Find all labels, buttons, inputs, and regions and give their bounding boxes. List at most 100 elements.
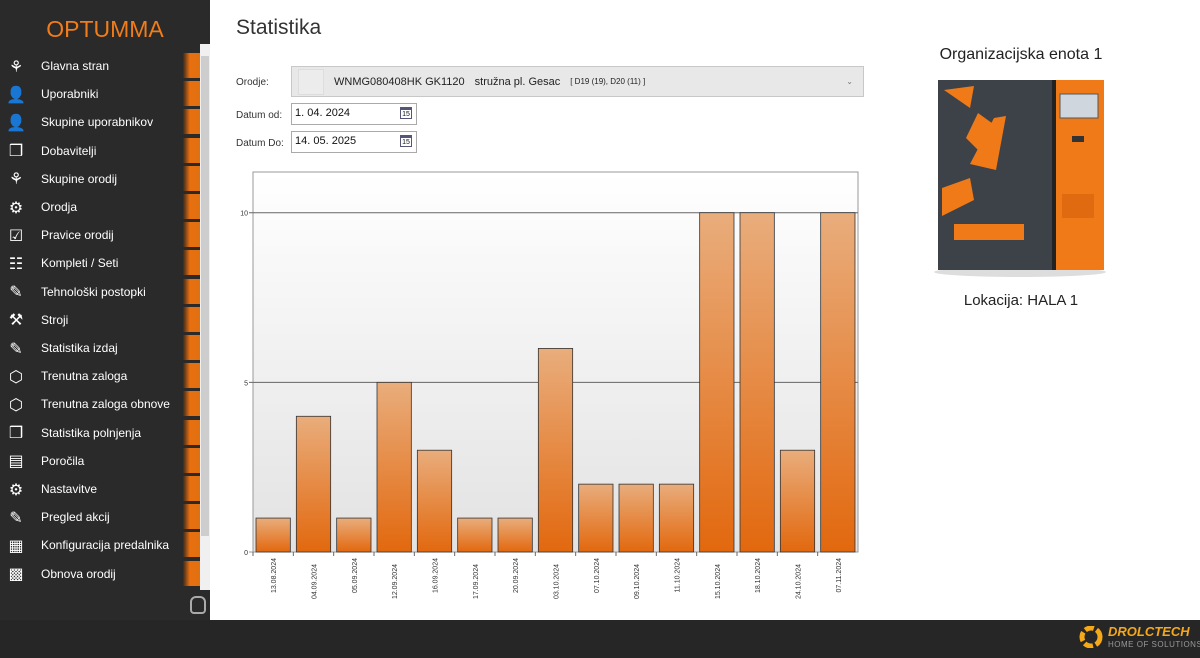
sidebar-item-tab [183, 250, 200, 276]
date-from-field[interactable]: 1. 04. 2024 15 [291, 103, 417, 125]
x-tick-label: 09.10.2024 [634, 564, 641, 599]
sidebar-item[interactable]: ⬡ Trenutna zaloga obnove [0, 390, 200, 418]
sidebar-item[interactable]: ❒ Dobavitelji [0, 137, 200, 165]
edit-note-icon: ✎ [9, 338, 23, 358]
sidebar-item[interactable]: ▤ Poročila [0, 447, 200, 475]
x-tick-label: 11.10.2024 [675, 558, 682, 593]
sidebar-item-label: Skupine orodij [41, 171, 118, 186]
hierarchy-icon: ⚘ [8, 169, 24, 189]
hierarchy-icon: ⚘ [8, 56, 24, 76]
sidebar-item[interactable]: ❒ Statistika polnjenja [0, 419, 200, 447]
pdf-icon: ▤ [8, 451, 24, 471]
tool-thumbnail [298, 68, 324, 95]
bar [618, 483, 654, 553]
tool-name: stružna pl. Gesac [474, 75, 561, 88]
tool-select[interactable]: WNMG080408HK GK1120 stružna pl. Gesac [ … [291, 66, 864, 97]
box-open-icon: ❒ [8, 423, 24, 443]
gear-icon: ⚙ [8, 479, 24, 499]
sidebar-item[interactable]: ☑ Pravice orodij [0, 221, 200, 249]
sidebar-item-label: Kompleti / Seti [41, 256, 119, 271]
sidebar-item-tab [183, 447, 200, 473]
bar [255, 517, 291, 553]
sidebar-item[interactable]: ☷ Kompleti / Seti [0, 249, 200, 277]
sidebar-item-label: Statistika polnjenja [41, 425, 142, 440]
user-group-icon: 👤 [6, 112, 26, 132]
machine-title: Organizacijska enota 1 [939, 46, 1103, 63]
vending-machine-image [934, 80, 1106, 277]
sidebar-item-tab [183, 560, 200, 586]
bar [739, 212, 775, 553]
bar [658, 483, 695, 553]
bar [336, 517, 372, 553]
sidebar-item[interactable]: ⬡ Trenutna zaloga [0, 362, 200, 390]
drolctech-logo: DROLCTECH HOME OF SOLUTIONS [1078, 624, 1200, 649]
sidebar-item[interactable]: ✎ Tehnološki postopki [0, 278, 200, 306]
y-tick-label: 5 [244, 380, 248, 387]
tool-code: WNMG080408HK GK1120 [334, 75, 465, 88]
app-logo: OPTUMMA [46, 16, 164, 42]
bar [376, 381, 412, 553]
sidebar-item[interactable]: ⚙ Orodja [0, 193, 200, 221]
sidebar-item[interactable]: 👤 Uporabniki [0, 80, 200, 108]
bar [497, 517, 533, 553]
sidebar-item-label: Tehnološki postopki [41, 284, 146, 299]
sidebar-item-label: Skupine uporabnikov [41, 115, 154, 130]
sidebar-item[interactable]: ✎ Statistika izdaj [0, 334, 200, 362]
lock-icon[interactable] [190, 596, 206, 614]
chevron-down-icon[interactable]: ⌄ [846, 77, 853, 86]
grid-table-icon: ▦ [8, 535, 24, 555]
bar [295, 415, 332, 553]
edit-note-icon: ✎ [9, 282, 23, 302]
brand-name: DROLCTECH [1108, 624, 1190, 639]
x-tick-label: 04.09.2024 [312, 564, 319, 599]
bar [779, 449, 816, 553]
calendar-icon[interactable]: 15 [400, 135, 412, 147]
sidebar-item[interactable]: ▩ Obnova orodij [0, 560, 200, 588]
sidebar-item[interactable]: ⚘ Skupine orodij [0, 165, 200, 193]
x-tick-label: 16.09.2024 [433, 558, 440, 593]
sidebar-item[interactable]: ▦ Konfiguracija predalnika [0, 531, 200, 559]
bar [820, 212, 856, 553]
x-tick-label: 17.09.2024 [473, 564, 480, 599]
scrollbar-thumb[interactable] [201, 56, 209, 536]
tool-locations: [ D19 (19), D20 (11) ] [570, 77, 646, 86]
x-tick-label: 20.09.2024 [513, 558, 520, 593]
x-tick-label: 07.11.2024 [836, 558, 843, 593]
x-tick-label: 18.10.2024 [755, 558, 762, 593]
calendar-icon[interactable]: 15 [400, 107, 412, 119]
sidebar-item-label: Nastavitve [41, 482, 98, 496]
checkbox-icon: ☑ [8, 225, 24, 245]
date-to-value: 14. 05. 2025 [295, 135, 357, 147]
y-tick-label: 10 [240, 211, 248, 218]
sidebar-item-label: Obnova orodij [41, 566, 116, 581]
gear-icon: ⚙ [8, 197, 24, 217]
sidebar-item-label: Stroji [41, 312, 69, 327]
x-tick-label: 03.10.2024 [554, 564, 561, 599]
sidebar-item[interactable]: ✎ Pregled akcij [0, 503, 200, 531]
date-from-label: Datum od: [236, 110, 283, 121]
main-panel: Statistika Orodje: WNMG080408HK GK1120 s… [210, 0, 1200, 620]
sidebar-item[interactable]: ⚘ Glavna stran [0, 52, 200, 80]
star-logo-icon [1079, 626, 1103, 649]
sidebar-item[interactable]: ⚙ Nastavitve [0, 475, 200, 503]
sidebar-item-label: Statistika izdaj [41, 341, 118, 355]
sidebar-item[interactable]: 👤 Skupine uporabnikov [0, 108, 200, 136]
sidebar-item-tab [183, 306, 200, 332]
sidebar-item-label: Orodja [41, 200, 78, 214]
date-to-label: Datum Do: [236, 138, 284, 149]
sidebar-item-label: Poročila [41, 453, 85, 468]
sidebar-item[interactable]: ⚒ Stroji [0, 306, 200, 334]
sidebar-item-tab [183, 194, 200, 219]
brand-tagline: HOME OF SOLUTIONS [1108, 639, 1200, 649]
sitemap-icon: ☷ [8, 253, 24, 273]
edit-note-icon: ✎ [9, 507, 23, 527]
sidebar-item-tab [183, 81, 200, 107]
bar [578, 483, 614, 553]
sidebar-item-label: Trenutna zaloga obnove [41, 397, 170, 412]
box-open-icon: ❒ [8, 141, 24, 161]
bar [457, 517, 493, 553]
sidebar: OPTUMMA ⚘ Glavna stran 👤 Uporabniki 👤 Skupine… [0, 0, 210, 620]
sidebar-scrollbar[interactable] [200, 44, 210, 590]
bar-chart: 0 5 10 13.08.2024 04.09.2024 05.09.2024 12.09.… [240, 171, 859, 599]
date-to-field[interactable]: 14. 05. 2025 15 [291, 131, 417, 153]
